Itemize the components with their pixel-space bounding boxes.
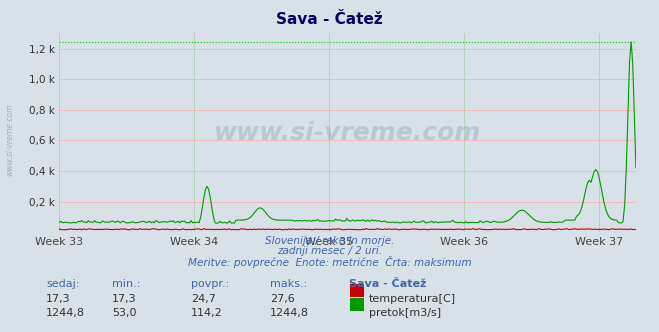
Text: sedaj:: sedaj:: [46, 279, 80, 289]
Text: povpr.:: povpr.:: [191, 279, 229, 289]
Text: pretok[m3/s]: pretok[m3/s]: [369, 308, 441, 318]
Text: Sava - Čatež: Sava - Čatež: [276, 12, 383, 27]
Text: www.si-vreme.com: www.si-vreme.com: [5, 103, 14, 176]
Bar: [350, 284, 364, 297]
Text: 27,6: 27,6: [270, 294, 295, 304]
Text: 17,3: 17,3: [112, 294, 136, 304]
Text: 17,3: 17,3: [46, 294, 71, 304]
Text: maks.:: maks.:: [270, 279, 308, 289]
Text: Sava - Čatež: Sava - Čatež: [349, 279, 426, 289]
Text: 1244,8: 1244,8: [270, 308, 309, 318]
Text: Meritve: povprečne  Enote: metrične  Črta: maksimum: Meritve: povprečne Enote: metrične Črta:…: [188, 256, 471, 268]
Text: www.si-vreme.com: www.si-vreme.com: [214, 121, 481, 145]
Text: 53,0: 53,0: [112, 308, 136, 318]
Text: 114,2: 114,2: [191, 308, 223, 318]
Text: min.:: min.:: [112, 279, 140, 289]
Text: temperatura[C]: temperatura[C]: [369, 294, 456, 304]
Text: Slovenija / reke in morje.: Slovenija / reke in morje.: [265, 236, 394, 246]
Text: zadnji mesec / 2 uri.: zadnji mesec / 2 uri.: [277, 246, 382, 256]
Text: 1244,8: 1244,8: [46, 308, 85, 318]
Text: 24,7: 24,7: [191, 294, 216, 304]
